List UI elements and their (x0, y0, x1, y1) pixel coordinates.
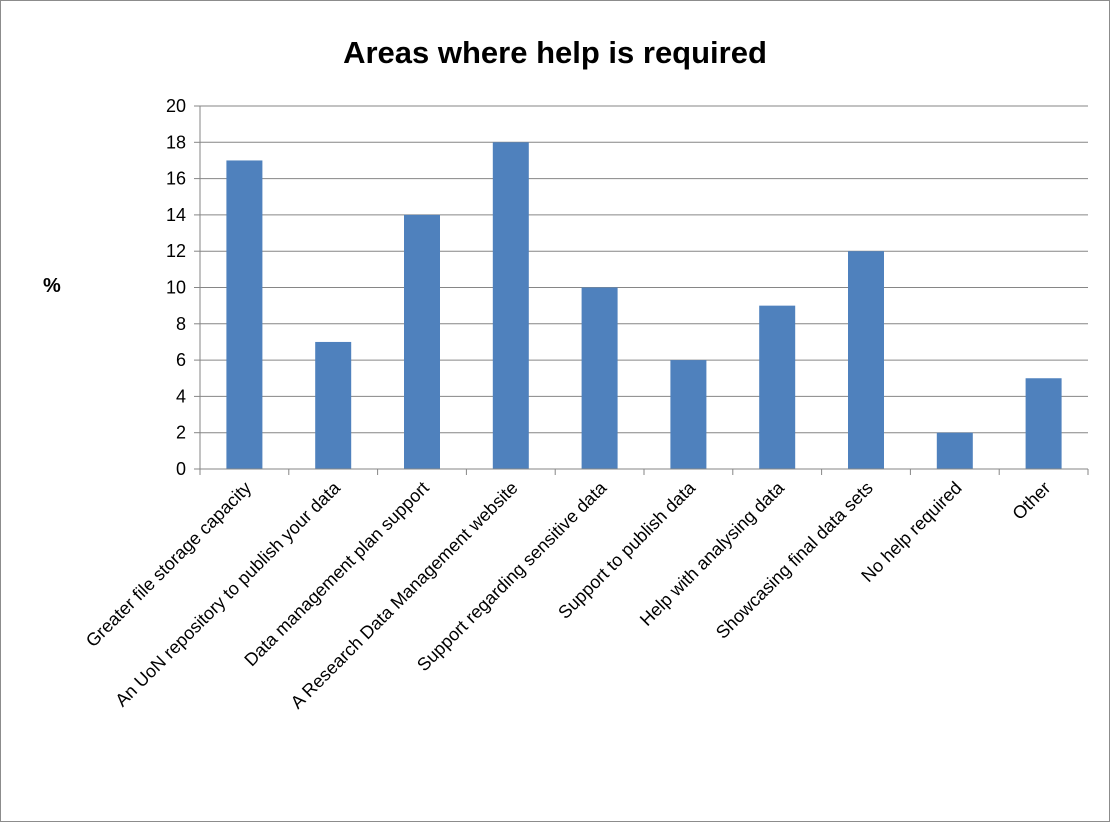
bar (492, 142, 529, 470)
bar (226, 160, 263, 469)
bar (759, 305, 796, 469)
y-tick-label: 10 (166, 278, 186, 298)
y-tick-labels: 0 2 4 6 8 10 12 14 16 18 20 (166, 96, 186, 479)
x-category-label: Other (1008, 478, 1054, 524)
bar (1025, 378, 1062, 469)
y-tick-label: 8 (176, 314, 186, 334)
bar (936, 432, 973, 469)
y-tick-label: 6 (176, 350, 186, 370)
y-tick-label: 16 (166, 169, 186, 189)
bars (226, 142, 1062, 470)
y-tick-label: 12 (166, 241, 186, 261)
y-tick-label: 4 (176, 386, 186, 406)
chart-title: Areas where help is required (343, 35, 767, 70)
y-tick-label: 2 (176, 423, 186, 443)
bar (404, 214, 440, 469)
bar (670, 360, 707, 469)
y-axis-label: % (43, 275, 61, 297)
x-category-label: Data management plan support (240, 478, 432, 670)
y-tick-label: 20 (166, 96, 186, 116)
y-tick-label: 18 (166, 132, 186, 152)
x-category-label: Greater file storage capacity (82, 478, 255, 651)
y-tick-label: 0 (176, 459, 186, 479)
x-category-label: Support regarding sensitive data (413, 477, 611, 675)
x-category-label: Showcasing final data sets (712, 478, 877, 643)
bar (848, 251, 884, 469)
bar (581, 287, 618, 469)
axes (194, 105, 1089, 475)
y-tick-label: 14 (166, 205, 186, 225)
x-category-label: Help with analysing data (636, 477, 789, 630)
bar (315, 341, 352, 469)
